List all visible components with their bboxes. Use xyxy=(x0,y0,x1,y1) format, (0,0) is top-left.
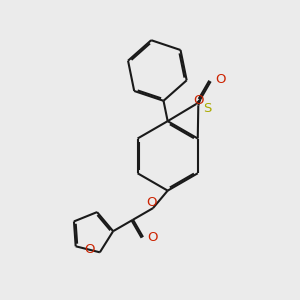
Text: O: O xyxy=(146,196,157,209)
Text: O: O xyxy=(215,74,226,86)
Text: O: O xyxy=(194,94,204,107)
Text: S: S xyxy=(203,102,211,115)
Text: O: O xyxy=(147,230,158,244)
Text: O: O xyxy=(84,243,94,256)
